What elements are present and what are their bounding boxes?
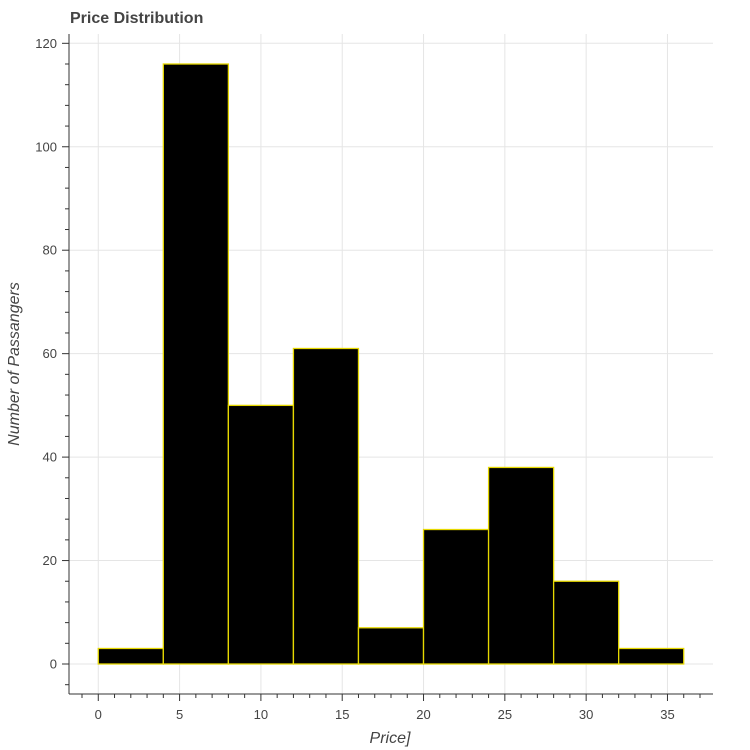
bar-2 bbox=[227, 404, 295, 665]
bar-1 bbox=[162, 63, 230, 665]
chart-title: Price Distribution bbox=[70, 10, 203, 27]
y-tick-label-2: 40 bbox=[43, 450, 57, 465]
y-tick-label-5: 100 bbox=[35, 139, 57, 154]
x-tick-label-2: 10 bbox=[254, 707, 268, 722]
y-tick-label-6: 120 bbox=[35, 36, 57, 51]
bar-5 bbox=[422, 528, 490, 665]
x-tick-label-7: 35 bbox=[660, 707, 674, 722]
x-tick-label-6: 30 bbox=[579, 707, 593, 722]
x-tick-label-1: 5 bbox=[176, 707, 183, 722]
bar-7 bbox=[552, 580, 620, 665]
bar-3 bbox=[292, 347, 360, 665]
x-axis-label: Price] bbox=[370, 730, 411, 747]
x-tick-label-4: 20 bbox=[416, 707, 430, 722]
x-tick-label-5: 25 bbox=[498, 707, 512, 722]
axes: 0 5 10 15 20 25 30 35 0 20 40 60 80 100 120 bbox=[35, 34, 713, 722]
y-tick-label-0: 0 bbox=[50, 657, 57, 672]
x-tick-label-3: 15 bbox=[335, 707, 349, 722]
y-tick-label-4: 80 bbox=[43, 243, 57, 258]
bar-8 bbox=[618, 647, 685, 665]
bar-6 bbox=[487, 466, 555, 665]
y-tick-label-1: 20 bbox=[43, 553, 57, 568]
y-tick-label-3: 60 bbox=[43, 346, 57, 361]
bar-4 bbox=[357, 627, 425, 665]
x-tick-label-0: 0 bbox=[95, 707, 102, 722]
bars bbox=[97, 63, 685, 665]
bar-0 bbox=[97, 647, 164, 665]
y-axis-label: Number of Passangers bbox=[6, 282, 23, 446]
